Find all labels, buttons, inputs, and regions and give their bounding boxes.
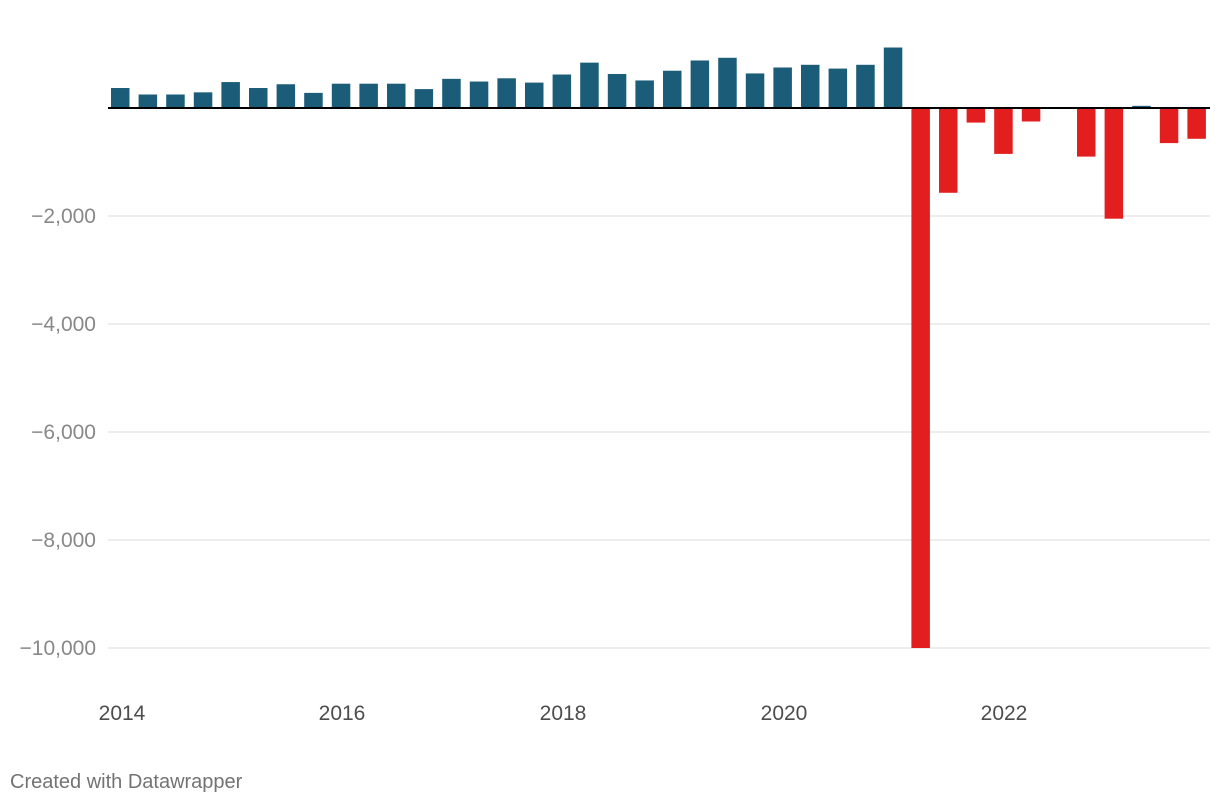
bar xyxy=(690,60,710,108)
bar xyxy=(414,89,434,108)
bar xyxy=(883,47,903,108)
bar xyxy=(994,108,1013,154)
y-tick-label: −10,000 xyxy=(20,637,97,660)
bar xyxy=(276,84,296,108)
bar xyxy=(1021,108,1041,122)
bar xyxy=(580,62,599,108)
bar xyxy=(304,92,323,108)
x-tick-label: 2016 xyxy=(319,702,366,725)
x-tick-label: 2020 xyxy=(761,702,808,725)
bar xyxy=(1132,105,1151,108)
bar xyxy=(469,81,489,108)
bar xyxy=(607,73,627,108)
bar xyxy=(497,78,516,108)
x-tick-label: 2014 xyxy=(99,702,146,725)
bar xyxy=(856,64,875,108)
bar xyxy=(773,67,792,108)
bar xyxy=(193,92,213,108)
bar xyxy=(635,80,654,108)
bar xyxy=(939,108,958,193)
y-axis-ticks: −10,000 −8,000 −6,000 −4,000 −2,000 xyxy=(20,205,97,660)
x-tick-label: 2018 xyxy=(540,702,587,725)
bar xyxy=(828,68,848,108)
bar xyxy=(1104,108,1124,219)
bar xyxy=(331,83,351,108)
bar xyxy=(221,82,240,108)
bar xyxy=(111,88,130,108)
y-tick-label: −2,000 xyxy=(31,205,96,228)
bar xyxy=(718,57,737,108)
bar xyxy=(1187,108,1206,139)
bar xyxy=(525,82,544,108)
bar xyxy=(552,74,572,108)
bar xyxy=(166,94,185,108)
bar xyxy=(359,83,378,108)
bar xyxy=(663,70,682,108)
bar xyxy=(387,83,406,108)
y-tick-label: −4,000 xyxy=(31,313,96,336)
bar xyxy=(138,94,158,108)
y-tick-label: −8,000 xyxy=(31,529,96,552)
bar xyxy=(911,108,930,648)
bar xyxy=(442,78,461,108)
bar xyxy=(1159,108,1179,144)
bar xyxy=(249,88,268,108)
bars xyxy=(111,47,1206,648)
bar xyxy=(745,73,765,108)
x-axis-ticks: 2014 2016 2018 2020 2022 xyxy=(99,702,1028,725)
x-tick-label: 2022 xyxy=(981,702,1028,725)
bar xyxy=(966,108,986,123)
credit-text: Created with Datawrapper xyxy=(10,771,243,793)
y-tick-label: −6,000 xyxy=(31,421,96,444)
gridlines xyxy=(108,215,1210,649)
bar xyxy=(801,64,820,108)
bar xyxy=(1077,108,1096,157)
